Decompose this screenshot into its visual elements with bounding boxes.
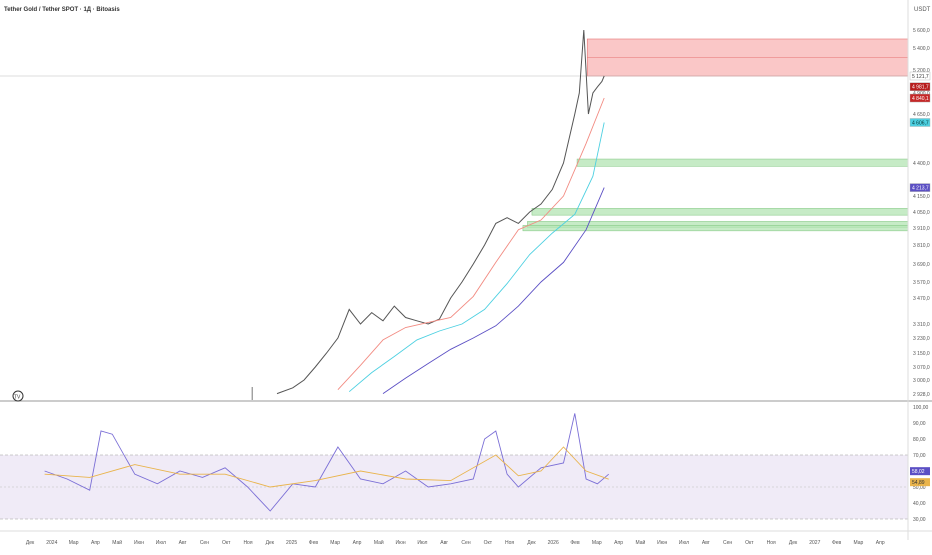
- time-axis-label: Апр: [876, 540, 885, 546]
- chart-title: Tether Gold / Tether SPOT · 1Д · Bitoasi…: [4, 7, 120, 13]
- time-axis-label: Июл: [156, 540, 166, 546]
- time-axis-label: Май: [112, 539, 122, 546]
- rsi-ma-line: [44, 446, 609, 488]
- rsi-tag-label: 58,02: [912, 469, 925, 475]
- tradingview-logo[interactable]: TV: [12, 390, 24, 402]
- price-line: [276, 29, 605, 395]
- rsi-tick-label: 40,00: [913, 501, 926, 507]
- time-axis-label: Апр: [353, 540, 362, 546]
- time-axis-label: Мар: [854, 540, 864, 546]
- time-axis-label: Авг: [440, 540, 448, 546]
- price-tag-label: 5 121,7: [912, 74, 929, 80]
- time-axis-label: Июл: [417, 540, 427, 546]
- rsi-tag-label: 54,89: [912, 480, 925, 486]
- price-tick-label: 3 470,0: [913, 296, 930, 302]
- price-tick-label: 3 000,0: [913, 378, 930, 384]
- price-pane[interactable]: [0, 29, 909, 400]
- price-tick-label: 3 230,0: [913, 336, 930, 342]
- support-zone: [522, 225, 909, 232]
- price-tag-label: 4 606,7: [912, 120, 929, 126]
- price-tick-label: 4 050,0: [913, 210, 930, 216]
- time-axis-label: Окт: [745, 540, 754, 546]
- tv-logo-icon: [12, 390, 24, 402]
- price-tag-box: [909, 71, 931, 81]
- price-tick-label: 3 150,0: [913, 351, 930, 357]
- rsi-tick-label: 50,00: [913, 485, 926, 491]
- ma-cyan-line: [348, 122, 605, 393]
- rsi-pane[interactable]: [0, 413, 908, 520]
- time-axis-label: Июн: [396, 540, 406, 546]
- price-tick-label: 3 310,0: [913, 322, 930, 328]
- price-tag-label: 4 213,7: [912, 186, 929, 192]
- time-axis-label: Фев: [570, 540, 580, 546]
- time-axis-label: Окт: [222, 540, 231, 546]
- price-tick-label: 3 910,0: [913, 226, 930, 232]
- price-tag-box: [909, 118, 931, 127]
- time-axis-label: Сен: [461, 540, 470, 546]
- time-axis-label: Дек: [527, 540, 536, 546]
- rsi-tick-label: 100,00: [913, 405, 929, 411]
- price-tick-label: 3 810,0: [913, 243, 930, 249]
- time-axis-label: Ноя: [243, 540, 252, 546]
- time-axis-label: 2025: [286, 540, 297, 546]
- time-axis-label: Окт: [484, 540, 493, 546]
- currency-label: USDT: [914, 7, 931, 13]
- time-axis-label: Сен: [200, 540, 209, 546]
- time-axis-label: 2026: [548, 540, 559, 546]
- time-axis-label: Май: [636, 539, 646, 546]
- time-axis-label: 2027: [809, 540, 820, 546]
- time-axis-label: Авг: [702, 540, 710, 546]
- price-tick-label: 2 928,0: [913, 392, 930, 398]
- support-zone: [531, 208, 909, 216]
- price-tick-label: 3 690,0: [913, 262, 930, 268]
- price-tick-label: 4 650,0: [913, 112, 930, 118]
- price-tick-label: 5 400,0: [913, 46, 930, 52]
- price-tick-label: 5 600,0: [913, 28, 930, 34]
- time-axis-label: Ноя: [767, 540, 776, 546]
- price-tick-label: 3 570,0: [913, 280, 930, 286]
- time-axis-label: Июн: [657, 540, 667, 546]
- rsi-tick-label: 70,00: [913, 453, 926, 459]
- price-tag-box: [909, 183, 931, 192]
- time-axis-label: Авг: [179, 540, 187, 546]
- time-axis-label: Апр: [91, 540, 100, 546]
- time-axis-label: Дек: [266, 540, 275, 546]
- time-axis-label: 2024: [46, 540, 57, 546]
- time-axis-label: Май: [374, 539, 384, 546]
- rsi-tick-label: 30,00: [913, 517, 926, 523]
- price-tick-label: 4 150,0: [913, 194, 930, 200]
- price-tag-box: [909, 93, 931, 103]
- time-axis-label: Дек: [26, 540, 35, 546]
- time-axis-label: Фев: [832, 540, 842, 546]
- time-axis-label: Июн: [134, 540, 144, 546]
- price-tag-label: 4 981,7: [912, 85, 929, 91]
- time-axis-label: Дек: [789, 540, 798, 546]
- price-tick-label: 5 200,0: [913, 68, 930, 74]
- price-tag-box: [909, 82, 931, 91]
- ma-mid-line: [337, 97, 605, 391]
- rsi-tick-label: 80,00: [913, 437, 926, 443]
- time-axis-label: Сен: [723, 540, 732, 546]
- support-zone: [576, 158, 909, 167]
- rsi-line: [44, 413, 609, 512]
- time-axis-label: Мар: [69, 540, 79, 546]
- time-axis-label: Ноя: [505, 540, 514, 546]
- rsi-tag-box: [910, 467, 930, 476]
- price-tick-label: 3 070,0: [913, 365, 930, 371]
- time-axis-label: Мар: [330, 540, 340, 546]
- time-axis-label: Июл: [679, 540, 689, 546]
- tv-logo-text: TV: [14, 395, 21, 401]
- ma-slow-line: [382, 187, 605, 394]
- time-axis-label: Апр: [614, 540, 623, 546]
- price-tag-label: 4 840,1: [912, 96, 929, 102]
- rsi-tick-label: 90,00: [913, 421, 926, 427]
- price-tick-label: 4 400,0: [913, 161, 930, 167]
- time-axis-label: Мар: [592, 540, 602, 546]
- time-axis-label: Фев: [309, 540, 319, 546]
- rsi-tag-box: [910, 478, 930, 487]
